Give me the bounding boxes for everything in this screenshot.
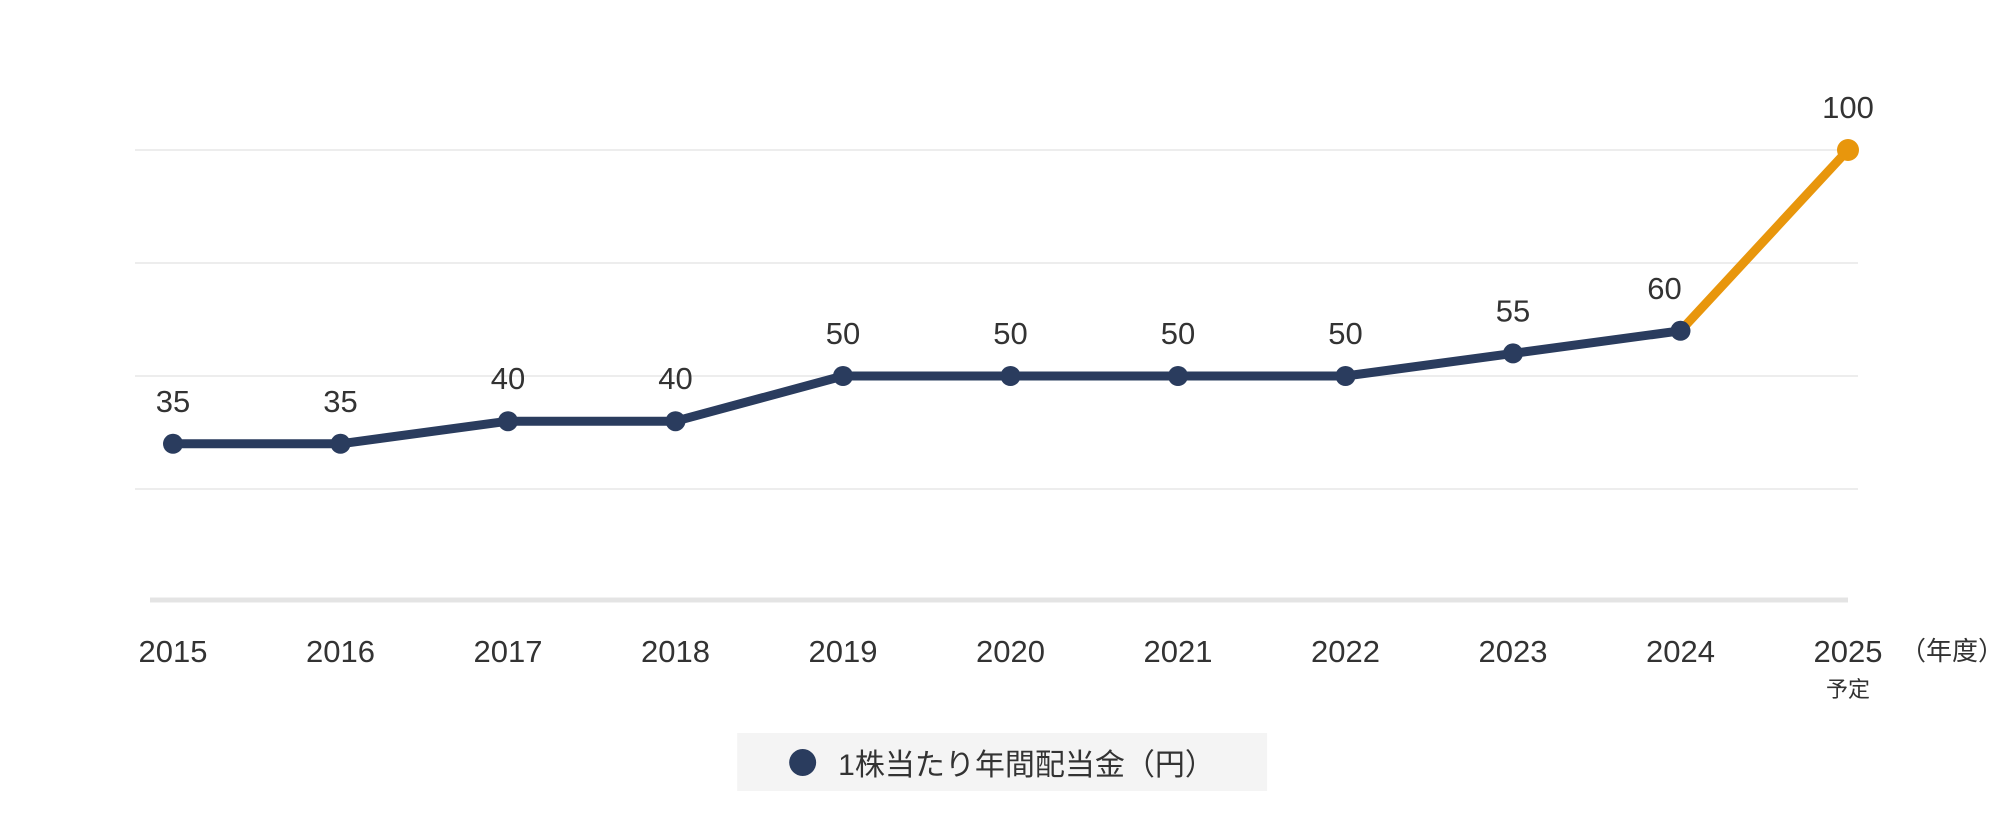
x-axis-label: 2024 — [1646, 634, 1715, 669]
x-axis-label: 2025 — [1814, 634, 1883, 669]
value-label: 50 — [993, 316, 1027, 351]
data-point — [833, 366, 853, 386]
value-label: 40 — [491, 361, 525, 396]
x-axis-label: 2019 — [809, 634, 878, 669]
forecast-data-point — [1837, 139, 1859, 161]
x-axis-note-label: 予定 — [1826, 677, 1870, 702]
x-axis-label: 2018 — [641, 634, 710, 669]
value-label: 55 — [1496, 293, 1530, 328]
data-point — [498, 411, 518, 432]
value-label: 50 — [1161, 316, 1195, 351]
data-point — [1503, 343, 1523, 364]
line-segment — [671, 371, 848, 426]
line-segment — [1508, 326, 1685, 358]
data-point — [1335, 366, 1356, 386]
x-axis-unit-label: （年度） — [1900, 636, 2004, 666]
value-label: 50 — [1328, 316, 1362, 351]
data-point — [330, 433, 351, 454]
value-label: 60 — [1647, 271, 1681, 306]
legend: 1株当たり年間配当金（円） — [737, 733, 1267, 791]
value-label: 35 — [323, 384, 357, 419]
value-label: 50 — [826, 316, 860, 351]
forecast-line-segment — [1676, 145, 1853, 336]
legend-series-label: 1株当たり年間配当金（円） — [838, 749, 1215, 782]
line-segment — [336, 416, 513, 449]
data-point — [665, 411, 686, 432]
x-axis-label: 2016 — [306, 634, 375, 669]
x-axis-label: 2021 — [1144, 634, 1213, 669]
data-point — [1000, 366, 1021, 386]
x-axis-label: 2017 — [474, 634, 543, 669]
x-axis-label: 2015 — [139, 634, 208, 669]
data-point — [1168, 366, 1188, 386]
data-point — [1670, 320, 1691, 341]
value-label: 35 — [156, 384, 190, 419]
value-label: 40 — [658, 361, 692, 396]
x-axis-label: 2020 — [976, 634, 1045, 669]
x-axis-label: 2023 — [1479, 634, 1548, 669]
x-axis-label: 2022 — [1311, 634, 1380, 669]
legend-marker-dot — [789, 748, 817, 776]
value-label: 100 — [1822, 90, 1874, 125]
data-point — [163, 433, 183, 454]
line-segment — [1341, 348, 1518, 381]
